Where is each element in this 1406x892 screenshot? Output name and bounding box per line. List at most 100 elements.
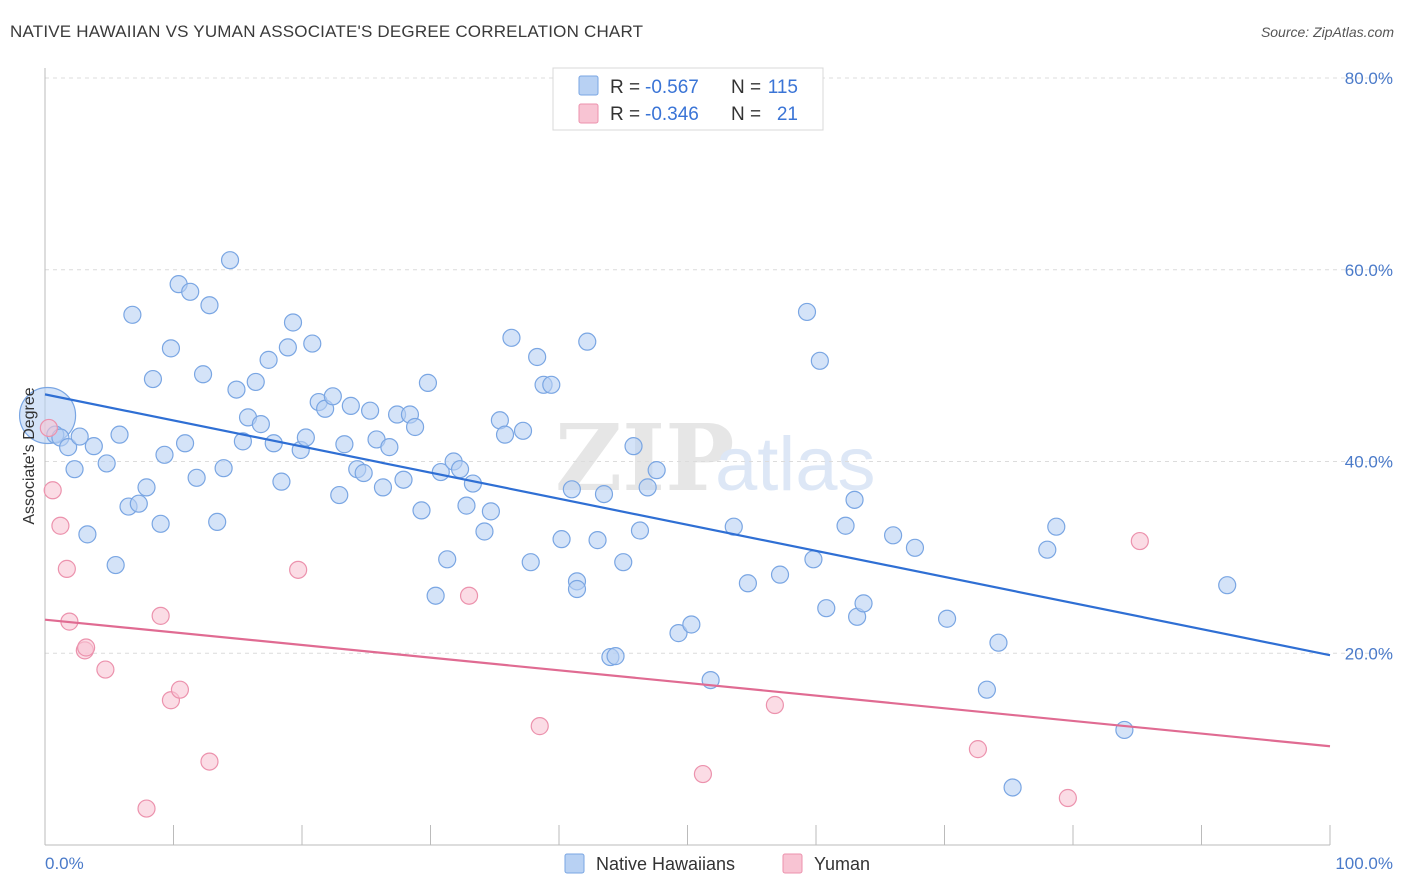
native-hawaiians-point: [161, 339, 181, 358]
series-legend: Native Hawaiians Yuman: [564, 853, 870, 874]
native-hawaiians-point: [450, 460, 470, 479]
yuman-point: [39, 418, 58, 438]
source-label: Source: ZipAtlas.com: [1260, 24, 1394, 40]
native-hawaiians-point: [1218, 576, 1237, 595]
y-tick-labels: 20.0% 40.0% 60.0% 80.0%: [1345, 69, 1393, 663]
yuman-point: [1130, 531, 1149, 551]
native-hawaiians-point: [220, 251, 240, 270]
native-hawaiians-point: [251, 415, 270, 434]
native-hawaiians-point: [845, 490, 864, 509]
native-hawaiians-point: [594, 484, 614, 504]
yuman-point: [200, 752, 219, 771]
native-hawaiians-point: [614, 553, 633, 572]
legend-r-label-2: R =: [610, 104, 640, 125]
x-tick-label: 0.0%: [45, 854, 84, 873]
native-hawaiians-point: [481, 502, 500, 521]
native-hawaiians-point: [323, 387, 342, 406]
axes: [44, 68, 1331, 846]
native-hawaiians-point: [405, 417, 425, 437]
native-hawaiians-point: [552, 530, 571, 549]
native-hawaiians-point: [65, 460, 84, 479]
native-hawaiians-point: [264, 434, 283, 453]
native-hawaiians-point: [78, 525, 97, 544]
y-axis-title: Associate's Degree: [21, 387, 38, 524]
native-hawaiians-point: [227, 380, 246, 399]
native-hawaiians-point: [588, 531, 607, 550]
native-hawaiians-point: [770, 565, 790, 584]
native-hawaiians-points: [18, 251, 1237, 797]
native-hawaiians-point: [1038, 540, 1057, 559]
native-hawaiians-point: [567, 579, 587, 599]
native-hawaiians-point: [380, 438, 399, 457]
native-hawaiians-point: [303, 334, 322, 353]
yuman-point: [693, 764, 713, 784]
legend-r-label-1: R =: [610, 77, 640, 98]
native-hawaiians-point: [638, 478, 657, 497]
yuman-point: [765, 695, 784, 715]
legend-n-value-1: 115: [768, 77, 798, 98]
native-hawaiians-point: [457, 496, 476, 515]
yuman-point: [1058, 788, 1077, 808]
yuman-point: [51, 516, 70, 535]
yuman-point: [57, 559, 76, 578]
x-tick-labels: 0.0% 100.0%: [45, 854, 1393, 873]
y-tick-label: 40.0%: [1345, 453, 1393, 472]
native-hawaiians-point: [905, 538, 925, 557]
native-hawaiians-point: [155, 445, 174, 464]
native-hawaiians-point: [513, 421, 533, 440]
native-hawaiians-point: [123, 305, 142, 324]
native-hawaiians-point: [283, 313, 303, 332]
native-hawaiians-point: [630, 521, 650, 540]
native-hawaiians-point: [246, 372, 265, 392]
native-hawaiians-point: [84, 437, 103, 456]
native-hawaiians-point: [208, 512, 227, 532]
native-hawaiians-point: [412, 501, 431, 520]
native-hawaiians-point: [669, 624, 688, 643]
native-hawaiians-point: [187, 468, 206, 487]
legend-n-value-2: 21: [777, 104, 798, 125]
native-hawaiians-point: [883, 526, 903, 545]
gridlines: [45, 77, 1392, 654]
yuman-point: [170, 680, 190, 699]
y-tick-label: 20.0%: [1345, 644, 1393, 663]
native-hawaiians-point: [989, 633, 1008, 652]
yuman-point: [43, 481, 62, 500]
x-tick-label: 100.0%: [1335, 854, 1393, 873]
native-hawaiians-point: [438, 550, 457, 569]
yuman-point: [459, 586, 479, 605]
blue-swatch: [578, 75, 599, 96]
native-hawaiians-point: [373, 478, 393, 497]
legend-r-value-2: -0.346: [645, 104, 699, 125]
native-hawaiians-point: [1003, 778, 1022, 797]
native-hawaiians-point: [330, 485, 349, 505]
native-hawaiians-point: [1115, 720, 1134, 740]
native-hawaiians-point: [97, 454, 116, 473]
native-hawaiians-point: [110, 425, 129, 444]
native-hawaiians-point: [129, 494, 148, 513]
native-hawaiians-point: [181, 282, 200, 301]
yuman-point: [137, 799, 156, 818]
legend-label-native-hawaiians: Native Hawaiians: [596, 854, 735, 874]
native-hawaiians-point: [606, 647, 625, 666]
native-hawaiians-point: [521, 553, 540, 572]
stats-legend: R = -0.567 N = 115 R = -0.346 N = 21: [552, 67, 824, 131]
native-hawaiians-point: [335, 435, 354, 454]
yuman-point: [530, 717, 549, 736]
native-hawaiians-point: [70, 427, 89, 446]
native-hawaiians-point: [278, 338, 297, 357]
native-hawaiians-point: [810, 351, 829, 370]
native-hawaiians-point: [214, 459, 233, 478]
legend-label-yuman: Yuman: [814, 854, 870, 874]
native-hawaiians-point: [106, 555, 125, 575]
legend-swatch-native-hawaiians: [564, 853, 585, 874]
y-tick-label: 80.0%: [1345, 69, 1393, 88]
native-hawaiians-point: [426, 586, 445, 605]
yuman-point: [96, 660, 115, 679]
native-hawaiians-point: [578, 332, 597, 351]
native-hawaiians-point: [854, 594, 873, 613]
native-hawaiians-point: [394, 470, 413, 489]
native-hawaiians-point: [418, 373, 438, 392]
native-hawaiians-trend-line: [44, 393, 1331, 657]
native-hawaiians-point: [341, 396, 360, 415]
